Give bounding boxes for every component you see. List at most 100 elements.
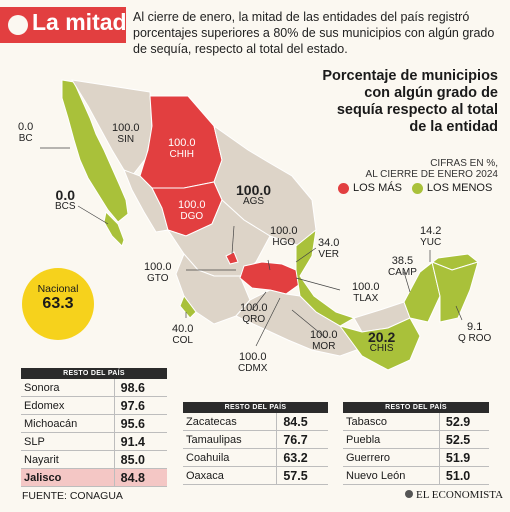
legend-menos-label: LOS MENOS bbox=[426, 182, 493, 194]
table-cell-state: Tamaulipas bbox=[183, 430, 277, 449]
map-region-ver bbox=[295, 228, 356, 327]
table-row: Coahuila 63.2 bbox=[183, 448, 328, 467]
legend-units: CIFRAS EN %, AL CIERRE DE ENERO 2024 bbox=[300, 158, 498, 180]
map-label-chih: 100.0 CHIH bbox=[168, 137, 196, 161]
legend-units-text: CIFRAS EN %, bbox=[430, 158, 498, 169]
table-row: Sonora 98.6 bbox=[21, 379, 167, 397]
table-cell-value: 84.5 bbox=[276, 413, 328, 431]
map-label-value: 100.0 bbox=[238, 351, 267, 363]
map-label-yuc: 14.2 YUC bbox=[420, 225, 442, 249]
legend-date-text: AL CIERRE DE ENERO 2024 bbox=[365, 169, 498, 180]
map-label-value: 14.2 bbox=[420, 225, 442, 237]
table-cell-value: 85.0 bbox=[113, 450, 167, 469]
map-label-dgo: 100.0 DGO bbox=[178, 199, 206, 223]
map-label-value: 100.0 bbox=[270, 225, 298, 237]
map-label-camp: 38.5 CAMP bbox=[388, 255, 417, 279]
map-region-qroo bbox=[431, 261, 479, 323]
legend-mas-label: LOS MÁS bbox=[353, 182, 402, 194]
map-label-value: 38.5 bbox=[391, 255, 414, 267]
map-label-bc: 0.0 BC bbox=[18, 122, 33, 145]
map-label-value: 0.0 bbox=[55, 187, 76, 203]
map-label-state: QRO bbox=[242, 314, 266, 325]
table-cell-state: Zacatecas bbox=[183, 413, 277, 431]
table-cell-value: 76.7 bbox=[276, 430, 328, 449]
table-row: Zacatecas 84.5 bbox=[183, 413, 328, 431]
map-label-value: 100.0 bbox=[178, 199, 206, 211]
map-label-ags: 100.0 AGS bbox=[236, 182, 272, 207]
map-label-state: SIN bbox=[117, 134, 135, 145]
map-label-state: Q ROO bbox=[458, 333, 492, 344]
table-cell-state: Edomex bbox=[21, 396, 115, 415]
map-label-state: MOR bbox=[312, 341, 336, 352]
map-label-mor: 100.0 MOR bbox=[310, 329, 338, 353]
table-cell-state: Michoacán bbox=[21, 414, 115, 433]
brand-dot-icon bbox=[405, 490, 413, 498]
map-label-col: 40.0 COL bbox=[172, 323, 194, 347]
legend-mas-dot-icon bbox=[338, 182, 349, 194]
map-label-value: 20.2 bbox=[368, 329, 396, 345]
map-label-cdmx: 100.0 CDMX bbox=[238, 351, 268, 375]
table-cell-value: 91.4 bbox=[113, 432, 167, 451]
map-label-state: VER bbox=[318, 249, 339, 260]
table-cell-value: 52.5 bbox=[438, 430, 489, 449]
map-label-value: 100.0 bbox=[168, 137, 196, 149]
brand-name: EL ECONOMISTA bbox=[416, 489, 504, 501]
table-row: Tabasco 52.9 bbox=[343, 413, 489, 431]
map-label-sin: 100.0 SIN bbox=[112, 122, 140, 146]
source-note: FUENTE: CONAGUA bbox=[22, 490, 123, 502]
table-row: Puebla 52.5 bbox=[343, 430, 489, 449]
legend-title-text: Porcentaje de municipios con algún grado… bbox=[322, 68, 498, 135]
map-region-ags bbox=[225, 251, 239, 265]
table-row: Nuevo León 51.0 bbox=[343, 466, 489, 485]
table-header: RESTO DEL PAÍS bbox=[183, 402, 328, 413]
map-label-tlax: 100.0 TLAX bbox=[352, 281, 380, 305]
table-row: SLP 91.4 bbox=[21, 432, 167, 451]
table-cell-state: Nuevo León bbox=[343, 466, 440, 485]
map-label-value: 100.0 bbox=[236, 182, 272, 198]
table-header: RESTO DEL PAÍS bbox=[21, 368, 167, 379]
table-cell-state: Oaxaca bbox=[183, 466, 277, 485]
map-label-ver: 34.0 VER bbox=[318, 237, 340, 261]
table-cell-value: 51.9 bbox=[438, 448, 489, 467]
page-title: La mitad bbox=[32, 9, 127, 35]
map-label-state: COL bbox=[172, 335, 193, 346]
table-row: Nayarit 85.0 bbox=[21, 450, 167, 469]
table-cell-state: SLP bbox=[21, 432, 115, 451]
map-label-value: 34.0 bbox=[318, 237, 340, 249]
map-label-bcs: 0.0 BCS bbox=[55, 187, 76, 212]
nacional-badge: Nacional 63.3 bbox=[22, 268, 94, 340]
table-row: Tamaulipas 76.7 bbox=[183, 430, 328, 449]
mexico-map bbox=[40, 79, 480, 371]
map-label-state: HGO bbox=[272, 237, 296, 248]
map-label-value: 100.0 bbox=[352, 281, 380, 293]
table-cell-state: Guerrero bbox=[343, 448, 440, 467]
table-cell-value: 84.8 bbox=[113, 468, 167, 487]
brand-logo: EL ECONOMISTA bbox=[405, 489, 503, 501]
table-cell-value: 57.5 bbox=[276, 466, 328, 485]
legend-menos-dot-icon bbox=[411, 182, 423, 194]
map-label-value: 40.0 bbox=[172, 323, 194, 335]
map-label-state: CHIS bbox=[369, 343, 394, 354]
table-cell-state: Sonora bbox=[21, 379, 115, 397]
map-label-chis: 20.2 CHIS bbox=[368, 329, 396, 354]
table-resto-1: RESTO DEL PAÍS Sonora 98.6 Edomex 97.6 Mic… bbox=[21, 368, 167, 487]
table-cell-value: 52.9 bbox=[438, 413, 489, 431]
map-region-chis bbox=[338, 317, 421, 371]
nacional-value: 63.3 bbox=[42, 295, 74, 312]
table-cell-state: Puebla bbox=[343, 430, 440, 449]
intro-text: Al cierre de enero, la mitad de las enti… bbox=[133, 10, 495, 56]
table-row-highlight: Jalisco 84.8 bbox=[21, 468, 167, 487]
map-region-col bbox=[179, 294, 197, 319]
table-cell-value: 63.2 bbox=[276, 448, 328, 467]
map-label-state: CAMP bbox=[388, 267, 417, 278]
map-label-state: DGO bbox=[180, 211, 204, 222]
map-label-state: BC bbox=[18, 133, 33, 144]
map-label-state: BCS bbox=[55, 201, 76, 212]
legend-keys: LOS MÁS LOS MENOS bbox=[338, 182, 492, 194]
map-label-value: 100.0 bbox=[310, 329, 338, 341]
map-label-state: CDMX bbox=[238, 363, 268, 374]
map-label-state: CHIH bbox=[169, 149, 194, 160]
map-label-value: 100.0 bbox=[112, 122, 140, 134]
map-label-hgo: 100.0 HGO bbox=[270, 225, 298, 249]
map-label-value: 100.0 bbox=[240, 302, 268, 314]
